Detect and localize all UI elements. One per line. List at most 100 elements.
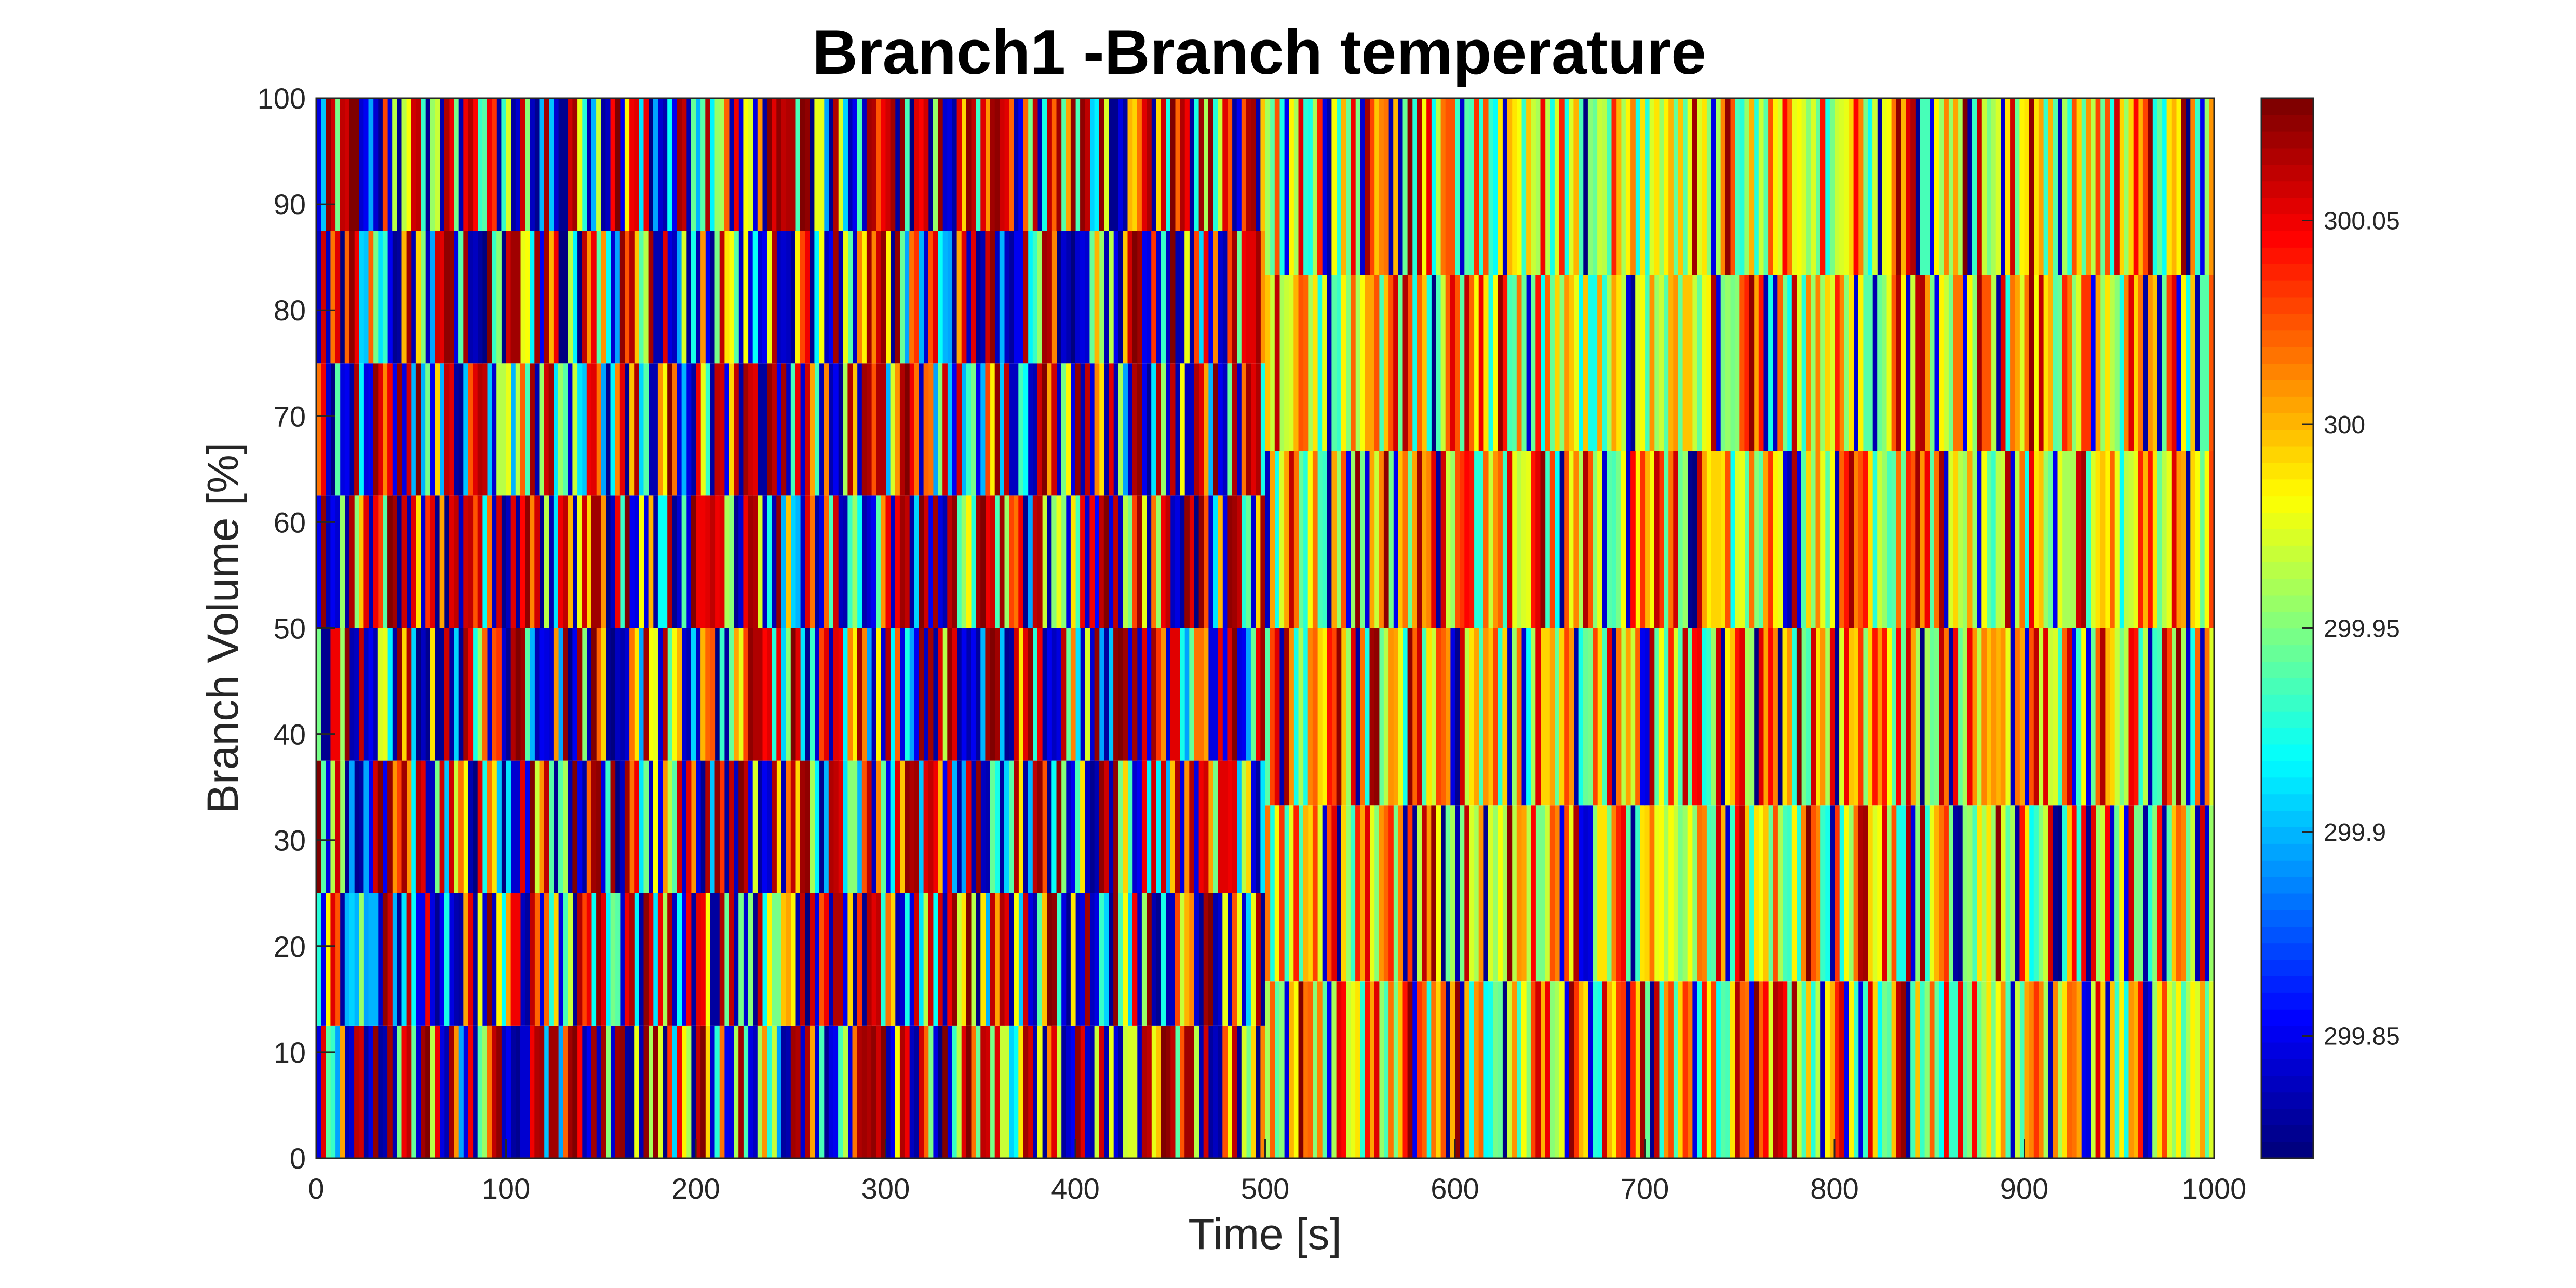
heatmap-cell-group	[387, 1025, 1194, 1158]
colorbar-swatch	[2261, 744, 2313, 761]
heatmap-cell-group	[1317, 805, 2006, 982]
colorbar-swatch	[2261, 893, 2313, 910]
colorbar-swatch	[2261, 346, 2313, 364]
heatmap-cell-group	[1260, 363, 1266, 496]
heatmap-cell-group	[1018, 893, 1023, 1026]
heatmap-cell-group	[1962, 98, 1968, 275]
heatmap-cell-group	[681, 1025, 687, 1158]
heatmap-cell-group	[534, 893, 549, 1026]
heatmap-cell-group	[321, 363, 914, 496]
heatmap-cell-group	[743, 1025, 843, 1158]
x-axis-label: Time [s]	[1188, 1210, 1342, 1258]
heatmap-cell-group	[2029, 805, 2034, 982]
colorbar-swatch	[2261, 131, 2313, 149]
heatmap-cell-group	[534, 363, 1180, 496]
heatmap-cell-group	[1573, 805, 1911, 982]
heatmap-cell-group	[1374, 98, 1683, 275]
colorbar-swatch	[2261, 794, 2313, 811]
heatmap-row-0-6	[316, 231, 1266, 364]
colorbar-swatch	[2261, 330, 2313, 347]
heatmap-cell-group	[1051, 760, 1057, 893]
heatmap-cell-group	[425, 495, 430, 628]
heatmap-cell-group	[1270, 628, 2172, 806]
colorbar-swatch	[2261, 363, 2313, 380]
heatmap-cell-group	[1303, 275, 1783, 451]
colorbar-swatch	[2261, 1142, 2313, 1159]
colorbar-swatch	[2261, 959, 2313, 976]
colorbar-swatch	[2261, 810, 2313, 827]
y-tick-label: 0	[290, 1142, 306, 1175]
colorbar-swatch	[2261, 280, 2313, 298]
heatmap-cell-group	[1535, 981, 1844, 1158]
heatmap-cell-group	[1298, 275, 2214, 451]
heatmap-cell-group	[363, 231, 369, 364]
heatmap-cell-group	[767, 495, 772, 628]
x-tick-label: 1000	[2182, 1172, 2247, 1205]
heatmap-cell-group	[1274, 98, 2110, 275]
heatmap-cell-group	[648, 628, 677, 761]
heatmap-cell-group	[1498, 98, 2172, 275]
heatmap-row-0-2	[316, 760, 1266, 893]
colorbar-swatch	[2261, 909, 2313, 927]
heatmap-cell-group	[1502, 981, 1508, 1158]
heatmap-cell-group	[1293, 805, 1622, 982]
heatmap-cell-group	[463, 363, 1005, 496]
heatmap-cell-group	[824, 760, 1171, 893]
heatmap-row-1-2	[1265, 628, 2214, 806]
colorbar-swatch	[2261, 1042, 2313, 1059]
heatmap-cell-group	[2081, 275, 2091, 451]
colorbar-swatch	[2261, 495, 2313, 513]
heatmap-cell-group	[1398, 275, 2167, 451]
heatmap-cell-group	[1478, 275, 1484, 451]
heatmap-row-1-3	[1265, 451, 2214, 628]
colorbar-swatch	[2261, 297, 2313, 314]
heatmap-cell-group	[1137, 98, 1142, 231]
heatmap-cell-group	[1502, 98, 1508, 275]
y-tick-label: 100	[258, 82, 306, 115]
colorbar: 299.85 299.9 299.95 300 300.05	[2260, 97, 2400, 1159]
heatmap-cell-group	[316, 495, 934, 628]
colorbar-swatch	[2261, 860, 2313, 877]
heatmap-cell-group	[1450, 805, 2015, 982]
heatmap-cell-group	[1863, 628, 1868, 806]
heatmap-cell-group	[411, 628, 787, 761]
colorbar-swatch	[2261, 446, 2313, 463]
x-tick-label: 600	[1431, 1172, 1479, 1205]
heatmap-cell-group	[1042, 495, 1047, 628]
y-tick-label: 80	[274, 294, 306, 327]
heatmap-cell-group	[530, 495, 535, 628]
heatmap-cell-group	[415, 231, 421, 364]
x-tick-label: 400	[1051, 1172, 1099, 1205]
colorbar-swatch	[2261, 1108, 2313, 1126]
heatmap-cell-group	[681, 231, 687, 364]
heatmap-cell-group	[1531, 98, 1987, 275]
colorbar-swatch	[2261, 1125, 2313, 1142]
colorbar-swatch	[2261, 380, 2313, 397]
heatmap-cell-group	[1977, 98, 1982, 275]
y-tick-label: 20	[274, 930, 306, 963]
colorbar-swatch	[2261, 247, 2313, 264]
heatmap-cell-group	[544, 1025, 549, 1158]
heatmap-cell-group	[439, 495, 445, 628]
x-axis: 0 100 200 300 400 500 600 700 800 900 1000	[308, 1139, 2246, 1205]
heatmap-cell-group	[439, 98, 1261, 231]
colorbar-swatch	[2261, 214, 2313, 231]
colorbar-swatch	[2261, 561, 2313, 579]
heatmap-cell-group	[663, 893, 668, 1026]
y-tick-label: 40	[274, 718, 306, 751]
colorbar-tick-label: 300.05	[2324, 208, 2400, 235]
heatmap-row-1-1	[1265, 805, 2214, 982]
colorbar-swatch	[2261, 147, 2313, 165]
colorbar-swatch	[2261, 628, 2313, 646]
heatmap-cell-group	[520, 495, 525, 628]
heatmap-cell-group	[1445, 805, 2191, 982]
heatmap-cell-group	[1127, 98, 1133, 231]
heatmap-cell-group	[1782, 98, 2139, 275]
x-tick-label: 200	[671, 1172, 720, 1205]
heatmap-row-1-0	[1265, 981, 2214, 1158]
heatmap-cell-group	[1915, 98, 1920, 275]
heatmap-cell-group	[1407, 98, 2186, 275]
x-tick-label: 700	[1621, 1172, 1669, 1205]
heatmap-cell-group	[1056, 893, 1104, 1026]
heatmap-cell-group	[1393, 628, 2025, 806]
